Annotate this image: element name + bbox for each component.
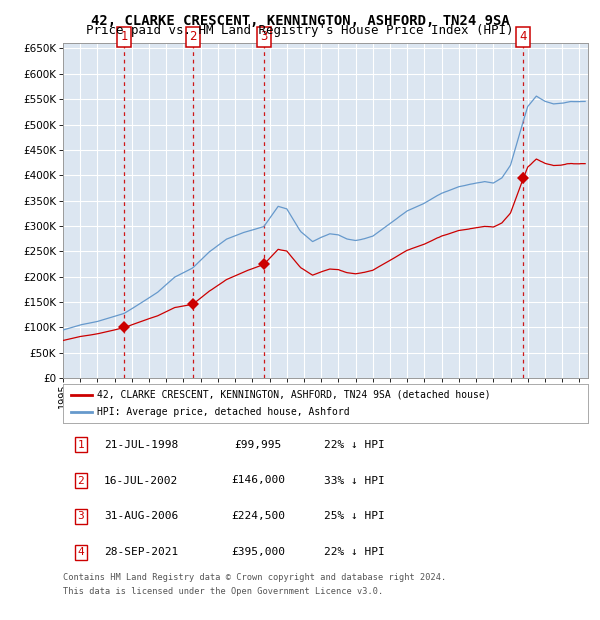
Text: 1: 1 bbox=[121, 30, 128, 43]
Text: 31-AUG-2006: 31-AUG-2006 bbox=[104, 512, 178, 521]
Text: Price paid vs. HM Land Registry's House Price Index (HPI): Price paid vs. HM Land Registry's House … bbox=[86, 24, 514, 37]
Text: 16-JUL-2002: 16-JUL-2002 bbox=[104, 476, 178, 485]
Text: 22% ↓ HPI: 22% ↓ HPI bbox=[323, 547, 385, 557]
Text: 1: 1 bbox=[77, 440, 85, 450]
Text: 33% ↓ HPI: 33% ↓ HPI bbox=[323, 476, 385, 485]
Text: 4: 4 bbox=[520, 30, 527, 43]
Text: 3: 3 bbox=[77, 512, 85, 521]
Text: 2: 2 bbox=[189, 30, 197, 43]
Text: £224,500: £224,500 bbox=[231, 512, 285, 521]
Text: 2: 2 bbox=[77, 476, 85, 485]
Text: 21-JUL-1998: 21-JUL-1998 bbox=[104, 440, 178, 450]
Text: 25% ↓ HPI: 25% ↓ HPI bbox=[323, 512, 385, 521]
Text: 42, CLARKE CRESCENT, KENNINGTON, ASHFORD, TN24 9SA (detached house): 42, CLARKE CRESCENT, KENNINGTON, ASHFORD… bbox=[97, 390, 491, 400]
Text: £395,000: £395,000 bbox=[231, 547, 285, 557]
Text: 22% ↓ HPI: 22% ↓ HPI bbox=[323, 440, 385, 450]
Text: HPI: Average price, detached house, Ashford: HPI: Average price, detached house, Ashf… bbox=[97, 407, 350, 417]
Text: 28-SEP-2021: 28-SEP-2021 bbox=[104, 547, 178, 557]
Text: 42, CLARKE CRESCENT, KENNINGTON, ASHFORD, TN24 9SA: 42, CLARKE CRESCENT, KENNINGTON, ASHFORD… bbox=[91, 14, 509, 28]
Text: This data is licensed under the Open Government Licence v3.0.: This data is licensed under the Open Gov… bbox=[63, 587, 383, 596]
Text: £146,000: £146,000 bbox=[231, 476, 285, 485]
Text: £99,995: £99,995 bbox=[235, 440, 281, 450]
Text: 3: 3 bbox=[260, 30, 268, 43]
Text: 4: 4 bbox=[77, 547, 85, 557]
Text: Contains HM Land Registry data © Crown copyright and database right 2024.: Contains HM Land Registry data © Crown c… bbox=[63, 574, 446, 583]
